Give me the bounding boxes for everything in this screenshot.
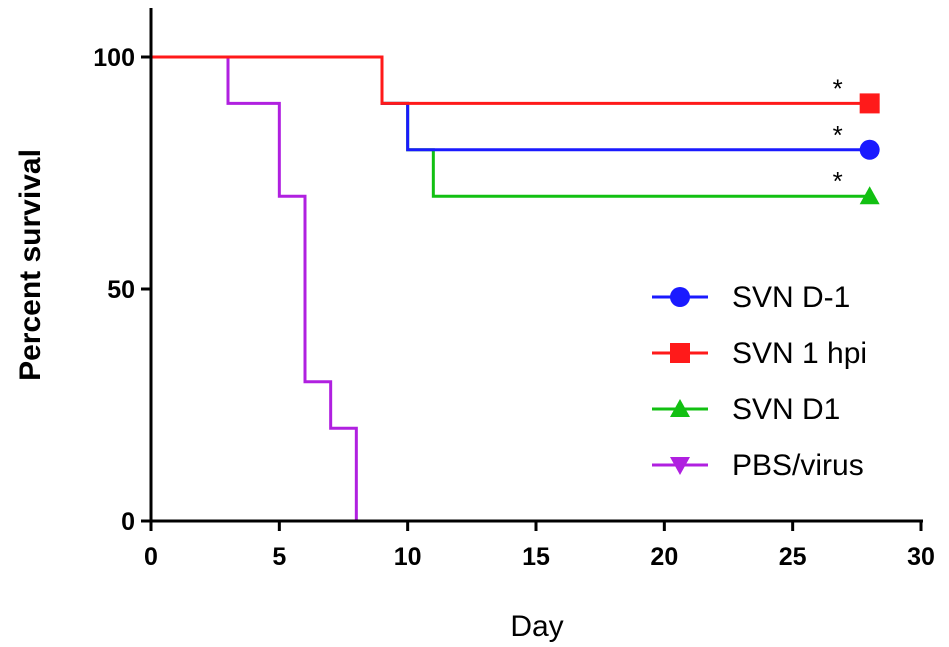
x-tick-label: 15	[522, 543, 550, 571]
legend-item-svn-1-hpi: SVN 1 hpi	[652, 337, 867, 370]
y-tick-label: 0	[121, 508, 135, 536]
series-end-marker-svn-1-hpi	[859, 93, 880, 114]
legend: SVN D-1 SVN 1 hpi SVN D1 PBS/virus	[652, 281, 867, 482]
significance-annotations: * * *	[833, 73, 843, 196]
x-axis-label: Day	[510, 610, 563, 643]
x-tick-label: 20	[650, 543, 678, 571]
x-tick-label: 0	[144, 543, 158, 571]
legend-label: SVN D-1	[732, 281, 850, 314]
x-tick-label: 5	[272, 543, 286, 571]
legend-item-pbs-virus: PBS/virus	[652, 449, 864, 482]
legend-marker	[670, 399, 690, 417]
significance-asterisk-svn-d1: *	[833, 166, 843, 196]
legend-item-svn-d-1: SVN D-1	[652, 281, 850, 314]
legend-label: SVN D1	[732, 393, 840, 426]
y-tick-label: 50	[107, 276, 135, 304]
legend-item-svn-d1: SVN D1	[652, 393, 840, 426]
significance-asterisk-svn-d-1: *	[833, 120, 843, 150]
y-axis-label: Percent survival	[14, 149, 47, 381]
legend-marker	[670, 287, 690, 307]
x-tick-label: 10	[394, 543, 422, 571]
legend-marker	[670, 343, 690, 363]
series-end-marker-svn-d-1	[859, 139, 880, 160]
series-line-pbs-virus	[151, 55, 358, 521]
legend-label: SVN 1 hpi	[732, 337, 867, 370]
legend-marker	[670, 457, 690, 475]
x-tick-label: 30	[907, 543, 935, 571]
y-tick-label: 100	[93, 44, 135, 72]
significance-asterisk-svn-1-hpi: *	[833, 73, 843, 103]
series-end-marker-svn-d1	[859, 186, 880, 205]
axes: 0 5 10 15 20 25 30 0 50 100	[93, 8, 935, 571]
series-line-svn-1-hpi	[151, 55, 870, 105]
x-tick-label: 25	[779, 543, 807, 571]
legend-label: PBS/virus	[732, 449, 864, 482]
series-line-svn-d1	[151, 55, 870, 198]
survival-curves	[151, 55, 880, 521]
